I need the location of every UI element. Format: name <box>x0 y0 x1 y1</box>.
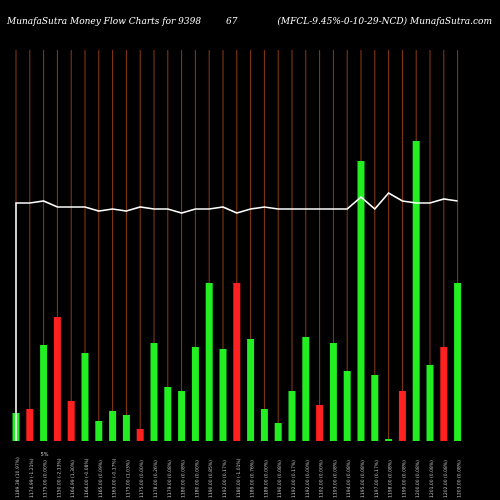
chart-symbol-label: (MFCL-9.45%-0-10-29-NCD) MunafaSutra.com <box>277 17 492 27</box>
money-flow-bar <box>205 283 213 441</box>
x-tick-label: 1198.00 (0.08%) <box>388 460 394 498</box>
x-tick-label: 1189.38 (10.97%) <box>15 457 21 498</box>
money-flow-bar <box>426 365 434 441</box>
x-tick-label: 1190.00 (0.85%) <box>208 460 214 498</box>
money-flow-bar <box>191 347 199 441</box>
money-flow-bar <box>40 345 48 441</box>
x-axis-labels: 1189.38 (10.97%) 1174.99 (-1.21%) 1175.00 … <box>15 452 463 498</box>
money-flow-bar <box>371 375 379 441</box>
money-flow-bar <box>233 283 241 441</box>
money-flow-bar <box>67 401 75 441</box>
money-flow-bar <box>81 353 89 441</box>
money-flow-bar <box>109 411 117 441</box>
x-tick-label: 1201.00 (0.08%) <box>429 460 435 498</box>
x-tick-label: 1178.00 (0.26%) <box>153 460 159 498</box>
money-flow-bar <box>302 337 310 441</box>
x-tick-label: 1175.00 (0.00%) <box>43 460 49 498</box>
money-flow-bar <box>136 429 144 441</box>
money-flow-bar <box>260 409 268 441</box>
x-tick-label: 1163.00 (-0.17%) <box>112 458 118 498</box>
x-tick-label: 1197.00 (0.17%) <box>374 460 380 498</box>
chart-title: MunafaSutra Money Flow Charts for 9398 <box>7 17 202 27</box>
x-tick-label: 1165.00 (0.09%) <box>98 460 104 498</box>
x-tick-label: 1180.00 (0.08%) <box>181 460 187 498</box>
x-tick-label: 1189.00 (0.76%) <box>250 460 256 498</box>
money-flow-bar <box>219 349 227 441</box>
money-flow-bar <box>247 339 255 441</box>
x-tick-label: 1192.00 (0.00%) <box>319 460 325 498</box>
money-flow-bar <box>398 391 406 441</box>
money-flow-bars <box>12 141 462 441</box>
x-tick-label: 1189.00 (0.00%) <box>263 460 269 498</box>
money-flow-bar <box>412 141 420 441</box>
x-tick-label: 1180.00 (0.00%) <box>194 460 200 498</box>
x-tick-label: 1199.00 (0.08%) <box>401 460 407 498</box>
x-tick-label: 1192.00 (0.00%) <box>305 460 311 498</box>
money-flow-bar <box>454 283 462 441</box>
money-flow-bar <box>26 409 34 441</box>
x-tick-label: 1175.00 (0.00%) <box>139 460 145 498</box>
money-flow-bar <box>288 391 296 441</box>
money-flow-bar <box>150 343 158 441</box>
x-tick-label: 1190.00 (0.08%) <box>277 460 283 498</box>
x-tick-label: 1150.00 (-2.13%) <box>56 458 62 498</box>
x-tick-label: 1202.00 (0.08%) <box>443 460 449 498</box>
money-flow-bar <box>329 343 337 441</box>
x-tick-label: 1193.00 (0.08%) <box>332 460 338 498</box>
price-line-path <box>15 191 458 441</box>
x-tick-label: 1203.00 (0.08%) <box>457 460 463 498</box>
money-flow-bar <box>316 405 324 441</box>
x-tick-label: 1192.00 (0.17%) <box>222 460 228 498</box>
x-tick-label: 1164.00 (-0.08%) <box>84 458 90 498</box>
x-tick-label: 1175.00 (1.03%) <box>125 460 131 498</box>
x-tick-extra-label: 5% <box>41 452 49 458</box>
x-tick-label: 1195.00 (0.08%) <box>360 460 366 498</box>
money-flow-bar <box>95 421 103 441</box>
money-flow-bar <box>357 161 365 441</box>
x-tick-label: 1192.00 (0.17%) <box>291 460 297 498</box>
money-flow-bar <box>53 317 61 441</box>
money-flow-bar <box>385 439 393 441</box>
money-flow-bar <box>440 347 448 441</box>
money-flow-bar <box>343 371 351 441</box>
x-tick-label: 1179.00 (0.08%) <box>167 460 173 498</box>
money-flow-bar <box>274 423 282 441</box>
x-tick-label: 1174.99 (-1.21%) <box>29 458 35 498</box>
x-tick-label: 1164.99 (1.30%) <box>70 460 76 498</box>
price-line <box>15 191 458 441</box>
x-tick-label: 1200.00 (0.08%) <box>415 460 421 498</box>
money-flow-bar <box>164 387 172 441</box>
x-tick-label: 1180.00 (-1.01%) <box>236 458 242 498</box>
chart-subtitle-code: 67 <box>226 17 238 27</box>
money-flow-bar <box>178 391 186 441</box>
money-flow-bar <box>122 415 130 441</box>
x-tick-label: 1194.00 (0.08%) <box>346 460 352 498</box>
